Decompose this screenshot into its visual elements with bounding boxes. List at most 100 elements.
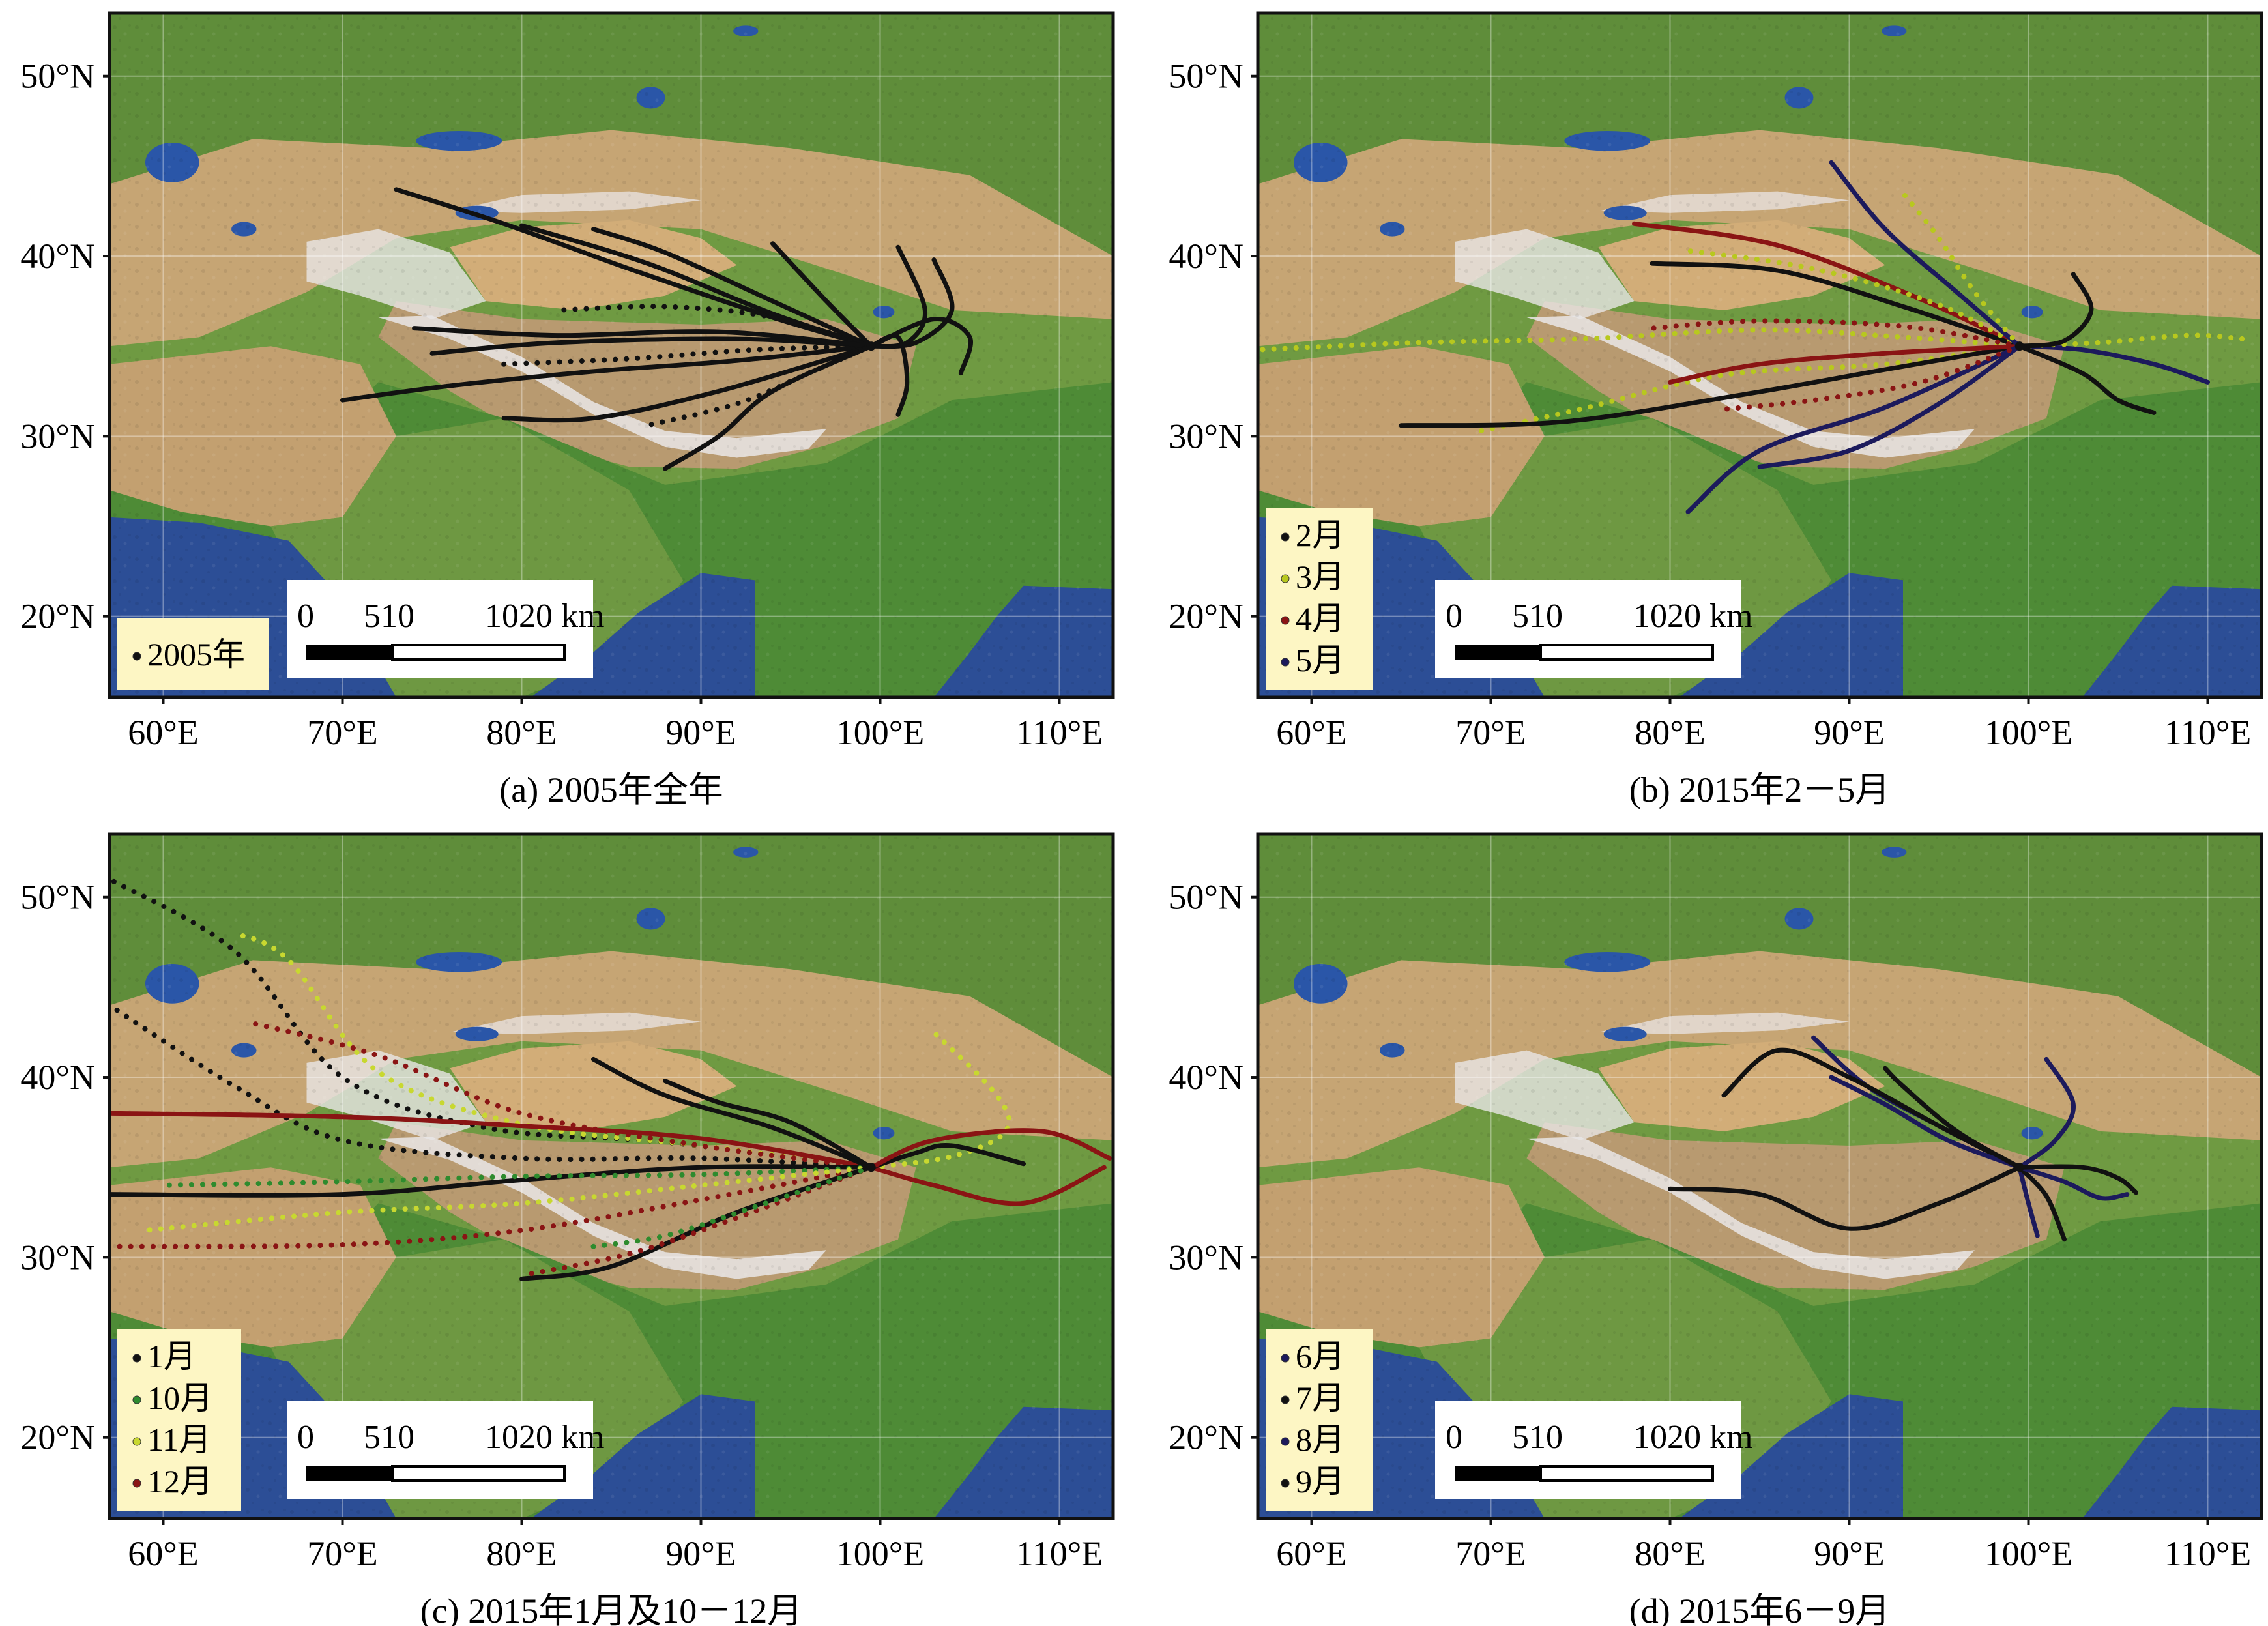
trajectory-origin	[2014, 341, 2024, 351]
lon-tick-label: 110°E	[1016, 713, 1103, 752]
legend-label: 2月	[1296, 517, 1345, 553]
trajectory-a-9	[412, 326, 874, 349]
scale-bar-filled-segment	[1455, 1466, 1541, 1481]
trajectory-a-8	[429, 336, 874, 356]
lon-tick-label: 90°E	[1814, 713, 1885, 752]
trajectory-b-2	[1650, 261, 2022, 349]
lat-tick-label: 20°N	[20, 1418, 95, 1457]
legend-label: 8月	[1296, 1421, 1345, 1458]
trajectory-c-8	[109, 1165, 874, 1249]
trajectory-a-1	[394, 187, 874, 349]
trajectory-c-11	[519, 1165, 874, 1278]
trajectory-c-4	[250, 1021, 874, 1170]
lon-tick-label: 60°E	[1276, 1534, 1347, 1573]
trajectory-b-14	[2017, 343, 2210, 385]
lon-tick-label: 60°E	[128, 713, 199, 752]
scale-bar-open-segment	[391, 1465, 566, 1482]
trajectory-c-6	[109, 1164, 874, 1198]
trajectory-a-16	[869, 244, 927, 349]
scale-bar-filled-segment	[306, 1466, 392, 1481]
legend: 1月 10月 11月 12月	[117, 1329, 241, 1511]
lon-tick-label: 70°E	[307, 713, 378, 752]
legend-label: 12月	[147, 1463, 212, 1500]
trajectory-b-7	[1399, 343, 2022, 428]
axes: 50°N 40°N 30°N 20°N 60°E 70°E 80°E 90°E 100°E 110…	[1169, 57, 2251, 752]
trajectory-b-1	[1632, 221, 2022, 349]
trajectory-c-14	[663, 1079, 874, 1170]
trajectory-c-13	[591, 1056, 874, 1170]
map-frame	[108, 11, 1115, 699]
panel-caption: (b) 2015年2－5月	[1629, 770, 1890, 809]
map-panel-a: 2005年 0 510 1020 km 50°N 40°N 30°N 20°N 60°E 70°E…	[20, 11, 1115, 809]
lon-tick-label: 110°E	[2164, 713, 2252, 752]
lon-tick-label: 100°E	[836, 713, 925, 752]
trajectory-d-4	[1883, 1066, 2022, 1170]
legend-marker	[1281, 1437, 1290, 1446]
legend: 2005年	[117, 618, 269, 690]
trajectory-c-3	[109, 1002, 874, 1170]
trajectory-d-3	[1829, 1075, 2022, 1170]
lon-tick-label: 60°E	[128, 1534, 199, 1573]
trajectory-b-13	[1721, 343, 2022, 412]
legend-marker	[132, 652, 141, 661]
legend-marker	[1281, 1395, 1290, 1404]
lon-tick-label: 90°E	[665, 1534, 736, 1573]
map-frame	[1256, 832, 2263, 1520]
panel-caption: (c) 2015年1月及10－12月	[420, 1591, 802, 1626]
legend-marker	[1281, 574, 1290, 583]
trajectory-c-7	[160, 1165, 874, 1188]
scale-bar-filled-segment	[306, 645, 392, 660]
basemap	[109, 834, 1113, 1518]
scale-bar-label: 0	[1446, 1419, 1462, 1456]
scale-bar-filled-segment	[1455, 645, 1541, 660]
trajectory-d-2	[1721, 1047, 2022, 1170]
map-panel-b: 2月 3月 4月 5月 0 510 1020 km 50°N 40°N 30°N 20°N 60°E 7…	[1169, 11, 2263, 809]
trajectory-a-14	[869, 317, 973, 376]
panels: 2005年 0 510 1020 km 50°N 40°N 30°N 20°N 60°E 70°E…	[20, 11, 2263, 1626]
map-frame	[108, 832, 1115, 1520]
legend: 6月 7月 8月 9月	[1266, 1329, 1373, 1511]
lat-tick-label: 40°N	[20, 237, 95, 276]
lon-tick-label: 70°E	[1455, 1534, 1526, 1573]
lat-tick-label: 30°N	[20, 1238, 95, 1277]
trajectory-a-3	[591, 227, 874, 349]
lat-tick-label: 20°N	[1169, 597, 1243, 636]
map-panel-c: 1月 10月 11月 12月 0 510 1020 km 50°N 40°N 30°N 20°N 60…	[20, 832, 1115, 1626]
lon-tick-label: 90°E	[1814, 1534, 1885, 1573]
trajectories	[109, 877, 1112, 1281]
scale-bar-label: 1020 km	[485, 598, 604, 635]
lat-tick-label: 50°N	[20, 878, 95, 917]
trajectories	[1258, 160, 2246, 514]
scale-bar-label: 1020 km	[1633, 598, 1752, 635]
axes: 50°N 40°N 30°N 20°N 60°E 70°E 80°E 90°E 100°E 110…	[20, 57, 1103, 752]
trajectory-b-4	[1258, 327, 2022, 353]
terrain-texture	[109, 13, 1113, 697]
scale-bar: 0 510 1020 km	[1435, 580, 1752, 678]
scale-bar-box	[287, 580, 593, 678]
trajectory-c-18	[869, 1128, 1112, 1170]
legend-box	[117, 618, 269, 690]
scale-bar: 0 510 1020 km	[1435, 1401, 1752, 1499]
lat-tick-label: 40°N	[1169, 237, 1243, 276]
scale-bar-open-segment	[391, 644, 566, 661]
lon-tick-label: 100°E	[836, 1534, 925, 1573]
lon-tick-label: 100°E	[1984, 713, 2073, 752]
lon-tick-label: 80°E	[1635, 713, 1706, 752]
trajectory-b-16	[2017, 272, 2094, 349]
trajectory-a-2	[519, 223, 874, 349]
map-panel-d: 6月 7月 8月 9月 0 510 1020 km 50°N 40°N 30°N 20°N 60°E 7…	[1169, 832, 2263, 1626]
lat-tick-label: 20°N	[1169, 1418, 1243, 1457]
trajectory-a-5	[555, 304, 874, 349]
map-frame	[1256, 11, 2263, 699]
legend-label: 9月	[1296, 1463, 1345, 1500]
legend-marker	[1281, 616, 1290, 625]
scale-bar-open-segment	[1539, 644, 1714, 661]
axes: 50°N 40°N 30°N 20°N 60°E 70°E 80°E 90°E 100°E 110…	[1169, 878, 2251, 1573]
legend-marker	[132, 1354, 141, 1363]
lat-tick-label: 30°N	[1169, 416, 1243, 456]
lon-tick-label: 100°E	[1984, 1534, 2073, 1573]
trajectory-origin	[866, 1163, 876, 1172]
trajectories	[1668, 1035, 2138, 1242]
scale-bar-label: 0	[297, 598, 314, 635]
